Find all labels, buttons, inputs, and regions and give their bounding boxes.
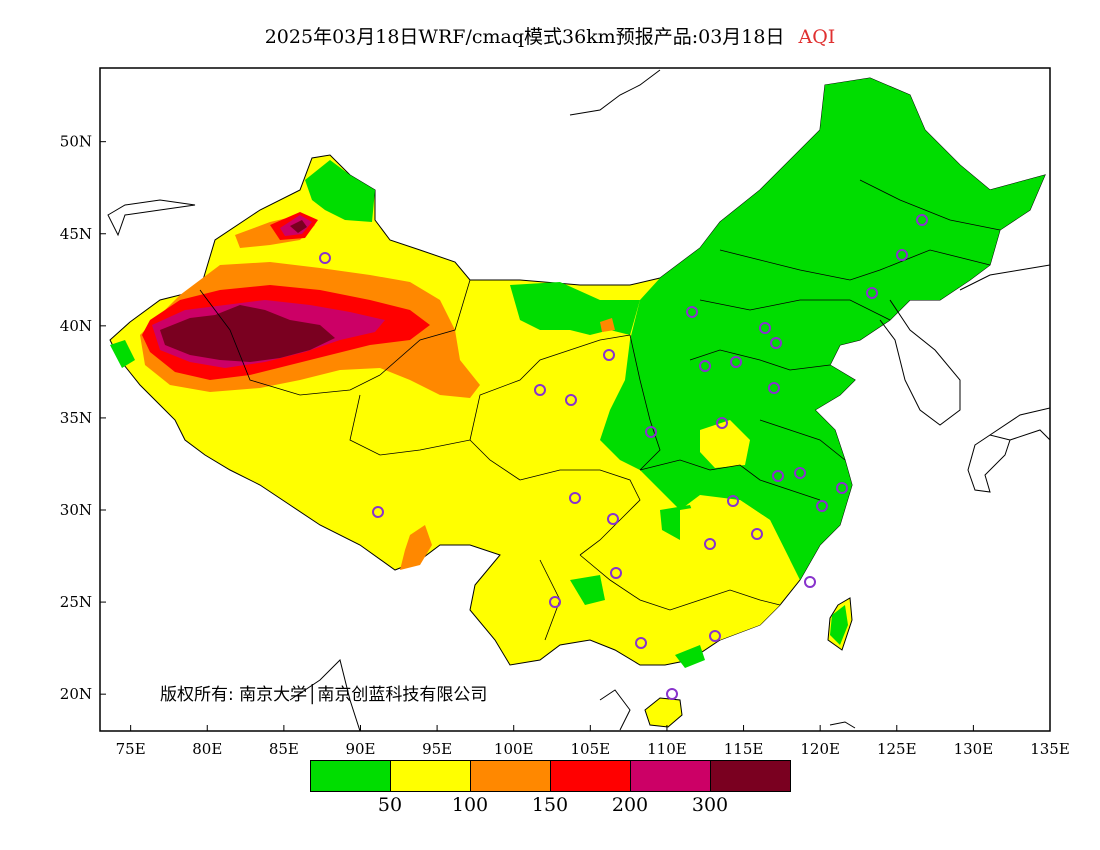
legend-label: 100 (452, 794, 488, 816)
x-tick-label: 75E (116, 740, 146, 758)
maroon-patch-north (290, 220, 307, 233)
station-markers (319, 214, 928, 700)
maroon-region-xinjiang (160, 305, 335, 362)
neighbour-coastlines (107, 69, 1050, 731)
orange-patch-inner-mongolia (600, 318, 615, 332)
x-tick-label: 100E (494, 740, 534, 758)
x-tick-label: 90E (345, 740, 375, 758)
x-tick-label: 115E (724, 740, 764, 758)
y-tick-label: 45N (60, 225, 92, 243)
orange-patch-tibet (400, 525, 432, 570)
legend-swatch (550, 760, 631, 792)
y-tick-label: 35N (60, 409, 92, 427)
y-tick-label: 30N (60, 501, 92, 519)
title-variable: AQI (798, 26, 836, 48)
taiwan-green (830, 605, 848, 645)
legend-label: 50 (378, 794, 402, 816)
yellow-patch-central (700, 420, 750, 468)
legend-swatch (390, 760, 471, 792)
legend-label: 200 (612, 794, 648, 816)
x-tick-label: 110E (647, 740, 687, 758)
legend-label: 300 (692, 794, 728, 816)
map-title: 2025年03月18日WRF/cmaq模式36km预报产品:03月18日 AQI (0, 22, 1100, 49)
x-tick-label: 125E (877, 740, 917, 758)
green-region-west (110, 340, 135, 368)
y-tick-label: 40N (60, 317, 92, 335)
title-text: 2025年03月18日WRF/cmaq模式36km预报产品:03月18日 (264, 26, 785, 48)
map-frame (99, 67, 1051, 732)
legend-label: 150 (532, 794, 568, 816)
x-tick-label: 85E (269, 740, 299, 758)
legend-swatch (310, 760, 391, 792)
hainan-island (644, 697, 683, 728)
x-tick-label: 80E (192, 740, 222, 758)
x-axis-ticks: 75E 80E 85E 90E 95E 100E 105E 110E 115E 120E 125E 1… (116, 725, 1070, 758)
x-tick-label: 130E (954, 740, 994, 758)
green-patch-south4 (675, 645, 705, 668)
y-tick-label: 25N (60, 593, 92, 611)
legend-swatch (630, 760, 711, 792)
y-axis-ticks: 50N 45N 40N 35N 30N 25N 20N (60, 133, 106, 703)
color-legend: 50 100 150 200 300 (310, 760, 791, 816)
x-tick-label: 120E (800, 740, 840, 758)
legend-swatch (470, 760, 551, 792)
province-boundaries (199, 179, 1001, 641)
copyright-text: 版权所有: 南京大学│南京创蓝科技有限公司 (160, 685, 488, 705)
x-tick-label: 135E (1030, 740, 1070, 758)
x-tick-label: 105E (571, 740, 611, 758)
aqi-map: 75E 80E 85E 90E 95E 100E 105E 110E 115E 120E 125E 1… (60, 67, 1070, 758)
x-tick-label: 95E (422, 740, 452, 758)
legend-swatch (710, 760, 791, 792)
green-patch-south3 (570, 575, 605, 605)
green-region-xinjiang-north (305, 160, 375, 222)
y-tick-label: 20N (60, 685, 92, 703)
y-tick-label: 50N (60, 133, 92, 151)
